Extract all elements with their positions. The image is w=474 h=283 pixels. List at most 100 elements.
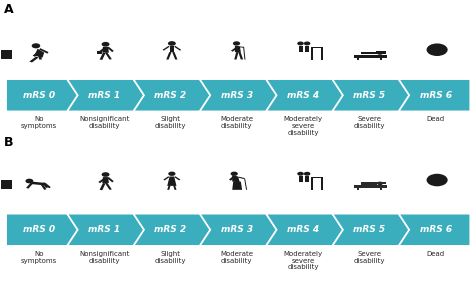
Ellipse shape [427,174,447,186]
Polygon shape [107,47,114,52]
Text: Slight
disability: Slight disability [155,116,186,129]
Polygon shape [67,79,144,112]
Polygon shape [167,177,176,186]
Text: mRS 0: mRS 0 [23,91,55,100]
Polygon shape [105,52,112,59]
Circle shape [230,171,238,176]
Circle shape [377,51,383,55]
Polygon shape [100,53,106,60]
Text: Nonsignificant
disability: Nonsignificant disability [79,116,129,129]
Polygon shape [361,182,377,185]
Polygon shape [98,178,106,183]
Polygon shape [39,48,48,54]
Text: Severe
disability: Severe disability [354,116,385,129]
Polygon shape [133,214,210,246]
Circle shape [26,179,33,183]
Polygon shape [34,49,44,57]
Circle shape [168,171,175,176]
Polygon shape [354,185,387,190]
Polygon shape [98,48,106,53]
Polygon shape [41,185,46,190]
Polygon shape [102,177,109,183]
Polygon shape [102,47,109,53]
Polygon shape [234,52,238,59]
Text: A: A [4,3,13,16]
Polygon shape [311,177,323,190]
Text: mRS 1: mRS 1 [88,225,120,234]
Polygon shape [399,214,470,246]
Circle shape [297,172,304,176]
Polygon shape [6,214,78,246]
Polygon shape [6,79,78,112]
Text: mRS 5: mRS 5 [354,91,385,100]
Circle shape [101,42,109,47]
Polygon shape [266,214,343,246]
Text: Dead: Dead [427,251,445,257]
Polygon shape [164,176,170,181]
Polygon shape [32,182,46,186]
Polygon shape [266,79,343,112]
Polygon shape [174,46,181,51]
Text: B: B [4,136,13,149]
Polygon shape [0,50,12,59]
Text: Moderately
severe
disability: Moderately severe disability [283,251,323,271]
Polygon shape [361,52,377,54]
Text: mRS 0: mRS 0 [23,225,55,234]
Polygon shape [105,183,112,190]
Polygon shape [0,180,12,189]
Text: mRS 4: mRS 4 [287,91,319,100]
Circle shape [233,41,240,46]
Polygon shape [354,55,387,59]
Polygon shape [332,214,409,246]
Text: mRS 4: mRS 4 [287,225,319,234]
Polygon shape [170,46,174,52]
Polygon shape [305,176,309,182]
Polygon shape [238,52,243,59]
Polygon shape [299,176,302,182]
Polygon shape [43,183,48,188]
Polygon shape [167,186,171,190]
Text: No
symptoms: No symptoms [21,251,57,264]
Text: Slight
disability: Slight disability [155,251,186,264]
Polygon shape [376,182,386,184]
Text: mRS 5: mRS 5 [354,225,385,234]
Polygon shape [172,52,177,59]
Polygon shape [107,177,114,182]
Polygon shape [399,79,470,112]
Polygon shape [200,79,277,112]
Text: mRS 6: mRS 6 [419,91,452,100]
Polygon shape [235,46,241,52]
Circle shape [32,43,40,48]
Polygon shape [44,183,51,188]
Polygon shape [163,46,170,51]
Text: mRS 1: mRS 1 [88,91,120,100]
Text: No
symptoms: No symptoms [21,116,57,129]
Text: Moderate
disability: Moderate disability [220,251,253,264]
Polygon shape [29,57,38,63]
Circle shape [101,172,109,177]
Text: mRS 2: mRS 2 [155,225,187,234]
Polygon shape [299,46,302,52]
Polygon shape [200,214,277,246]
Polygon shape [97,51,101,54]
Polygon shape [166,52,172,59]
Text: Severe
disability: Severe disability [354,251,385,264]
Polygon shape [376,51,386,54]
Text: mRS 6: mRS 6 [419,225,452,234]
Circle shape [297,42,304,45]
Text: Nonsignificant
disability: Nonsignificant disability [79,251,129,264]
Polygon shape [311,47,323,59]
Polygon shape [33,52,40,57]
Polygon shape [133,79,210,112]
Text: mRS 2: mRS 2 [155,91,187,100]
Circle shape [168,41,176,46]
Circle shape [304,42,310,45]
Ellipse shape [427,44,447,56]
Polygon shape [305,46,309,52]
Polygon shape [232,182,242,190]
Polygon shape [231,47,237,52]
Polygon shape [232,175,240,182]
Text: Dead: Dead [427,116,445,123]
Polygon shape [26,182,33,189]
Polygon shape [243,47,246,59]
